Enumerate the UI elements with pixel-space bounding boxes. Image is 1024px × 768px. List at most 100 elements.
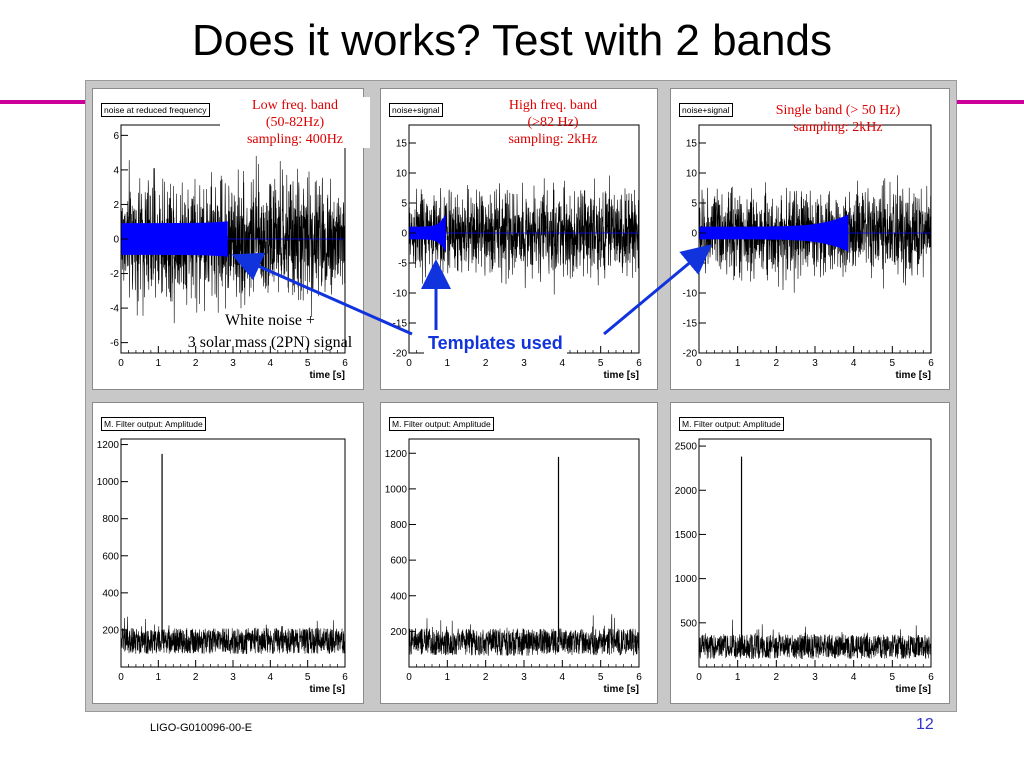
plot-title: M. Filter output: Amplitude (389, 417, 494, 431)
x-tick-label: 0 (118, 672, 124, 683)
x-tick-label: 1 (735, 358, 741, 369)
y-tick-label: -20 (393, 349, 408, 360)
x-tick-label: 3 (812, 358, 818, 369)
y-tick-label: 2500 (675, 442, 698, 453)
annotation-line: Single band (> 50 Hz) (775, 103, 901, 118)
x-tick-label: 5 (598, 358, 604, 369)
x-tick-label: 2 (193, 358, 199, 369)
templates-used-label: Templates used (424, 333, 567, 354)
y-tick-label: -10 (393, 289, 408, 300)
x-tick-label: 6 (342, 672, 348, 683)
pad-single-band-signal: noise+signal 0 1 2 3 4 5 6 -20 -15 -10 -5 0 5 10 15 tim… (670, 88, 950, 390)
y-tick-label: 10 (396, 169, 408, 180)
y-tick-label: 1500 (675, 530, 698, 541)
y-tick-label: 2000 (675, 486, 698, 497)
annotation-line: (>82 Hz) (527, 115, 579, 130)
y-tick-label: 1000 (97, 477, 120, 488)
chirp-template (120, 221, 228, 257)
x-tick-label: 4 (851, 358, 857, 369)
y-tick-label: -20 (683, 349, 698, 360)
x-tick-label: 4 (560, 672, 566, 683)
filter-output-trace (408, 614, 640, 656)
x-tick-label: 0 (696, 358, 702, 369)
y-tick-label: 4 (113, 165, 119, 176)
x-tick-label: 0 (696, 672, 702, 683)
x-tick-label: 3 (230, 358, 236, 369)
x-tick-label: 4 (851, 672, 857, 683)
x-tick-label: 4 (268, 358, 274, 369)
x-tick-label: 3 (521, 358, 527, 369)
x-tick-label: 2 (483, 358, 489, 369)
plot-title: noise+signal (679, 103, 733, 117)
x-tick-label: 0 (118, 358, 124, 369)
x-axis-title: time [s] (309, 684, 345, 695)
y-tick-label: 400 (390, 591, 407, 602)
y-tick-label: 15 (396, 139, 408, 150)
x-tick-label: 2 (193, 672, 199, 683)
x-tick-label: 0 (406, 672, 412, 683)
y-tick-label: 1000 (385, 484, 408, 495)
signal-description: White noise + 3 solar mass (2PN) signal (140, 310, 400, 354)
filter-output-trace (120, 616, 346, 655)
x-tick-label: 6 (928, 358, 934, 369)
x-tick-label: 5 (305, 358, 311, 369)
plot-title: noise+signal (389, 103, 443, 117)
x-tick-label: 3 (812, 672, 818, 683)
y-tick-label: -6 (110, 338, 119, 349)
x-tick-label: 2 (774, 358, 780, 369)
annotation-line: Low freq. band (252, 98, 338, 113)
pad-high-band-filter: M. Filter output: Amplitude 0 1 2 3 4 5 6 200 40… (380, 402, 658, 704)
y-tick-label: 1000 (675, 574, 698, 585)
x-tick-label: 6 (342, 358, 348, 369)
chart-svg: 0 1 2 3 4 5 6 200 400 600 800 1000 1200 time [s] (97, 438, 348, 695)
y-tick-label: -15 (393, 319, 408, 330)
arrow-to-single-band (603, 244, 712, 336)
x-tick-label: 2 (483, 672, 489, 683)
x-tick-label: 4 (268, 672, 274, 683)
x-tick-label: 1 (445, 358, 451, 369)
annotation-line: sampling: 400Hz (246, 132, 344, 147)
arrow-to-low-band (231, 252, 413, 336)
single-band-annotation: Single band (> 50 Hz) sampling: 2kHz (738, 102, 938, 136)
decorative-line-left (0, 100, 85, 104)
y-tick-label: -10 (683, 289, 698, 300)
chart-svg: 0 1 2 3 4 5 6 500 1000 1500 2000 2500 time [s] (675, 438, 934, 695)
annotation-line: sampling: 2kHz (508, 132, 598, 147)
y-tick-label: 800 (102, 514, 119, 525)
chirp-template (698, 214, 849, 252)
y-tick-label: 600 (102, 551, 119, 562)
annotation-line: sampling: 2kHz (793, 120, 883, 135)
chirp-template (408, 214, 446, 252)
annotation-line: 3 solar mass (2PN) signal (187, 334, 353, 351)
annotation-line: White noise + (225, 312, 315, 329)
y-tick-label: 1200 (97, 440, 120, 451)
y-tick-label: 200 (390, 627, 407, 638)
slide-title: Does it works? Test with 2 bands (192, 16, 832, 65)
y-tick-label: -5 (398, 259, 407, 270)
x-tick-label: 1 (156, 358, 162, 369)
y-tick-label: 500 (680, 618, 697, 629)
x-tick-label: 1 (445, 672, 451, 683)
x-axis-title: time [s] (603, 684, 639, 695)
low-band-annotation: Low freq. band (50-82Hz) sampling: 400Hz (220, 97, 370, 148)
y-tick-label: 10 (686, 169, 698, 180)
pad-low-band-filter: M. Filter output: Amplitude 0 1 2 3 4 5 6 200 40… (92, 402, 364, 704)
plot-title: noise at reduced frequency (101, 103, 210, 117)
noise-trace (120, 155, 346, 324)
y-tick-label: 0 (691, 229, 697, 240)
y-tick-label: 5 (401, 199, 407, 210)
x-tick-label: 6 (636, 358, 642, 369)
y-tick-label: 0 (401, 229, 407, 240)
plot-title: M. Filter output: Amplitude (679, 417, 784, 431)
pad-single-band-filter: M. Filter output: Amplitude 0 1 2 3 4 5 6 500 10… (670, 402, 950, 704)
x-tick-label: 5 (598, 672, 604, 683)
annotation-line: (50-82Hz) (265, 115, 325, 130)
y-tick-label: 5 (691, 199, 697, 210)
x-tick-label: 1 (156, 672, 162, 683)
x-axis-title: time [s] (895, 370, 931, 381)
y-tick-label: 800 (390, 520, 407, 531)
y-tick-label: 400 (102, 588, 119, 599)
footer-doc-id: LIGO-G010096-00-E (150, 722, 253, 734)
